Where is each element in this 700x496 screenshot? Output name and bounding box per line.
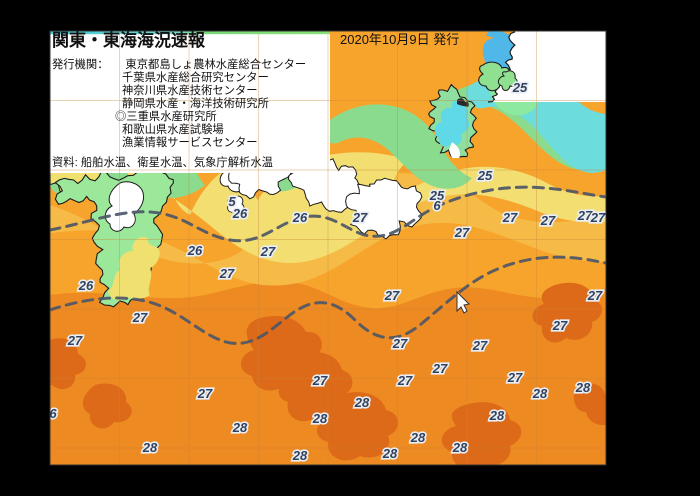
svg-text:27: 27 (587, 288, 603, 303)
svg-text:27: 27 (472, 338, 488, 353)
svg-text:28: 28 (489, 408, 505, 423)
svg-text:千葉県水産総合研究センター: 千葉県水産総合研究センター (122, 70, 269, 84)
svg-text:和歌山県水産試験場: 和歌山県水産試験場 (122, 122, 224, 136)
svg-text:26: 26 (187, 243, 203, 258)
svg-text:6: 6 (49, 406, 57, 421)
svg-text:27: 27 (132, 310, 148, 325)
svg-text:28: 28 (142, 440, 158, 455)
svg-text:静岡県水産・海洋技術研究所: 静岡県水産・海洋技術研究所 (122, 96, 269, 110)
svg-text:27: 27 (590, 210, 606, 225)
svg-text:25: 25 (512, 80, 528, 95)
svg-text:27: 27 (384, 288, 400, 303)
svg-text:資料: 船舶水温、衛星水温、気象庁解析水温: 資料: 船舶水温、衛星水温、気象庁解析水温 (52, 155, 273, 169)
svg-text:27: 27 (260, 244, 276, 259)
svg-text:28: 28 (410, 430, 426, 445)
svg-text:28: 28 (354, 395, 370, 410)
svg-text:27: 27 (397, 373, 413, 388)
svg-text:27: 27 (552, 318, 568, 333)
svg-text:27: 27 (352, 210, 368, 225)
svg-text:発行機関： 東京都島しょ農林水産総合センター: 発行機関： 東京都島しょ農林水産総合センター (52, 57, 306, 71)
svg-text:26: 26 (292, 210, 308, 225)
svg-text:28: 28 (232, 420, 248, 435)
svg-text:27: 27 (454, 225, 470, 240)
svg-text:27: 27 (432, 361, 448, 376)
svg-text:27: 27 (507, 370, 523, 385)
svg-text:27: 27 (540, 213, 556, 228)
svg-text:27: 27 (219, 266, 235, 281)
svg-text:27: 27 (502, 210, 518, 225)
svg-text:27: 27 (67, 333, 83, 348)
svg-text:6: 6 (433, 198, 441, 213)
svg-text:◎三重県水産研究所: ◎三重県水産研究所 (115, 109, 217, 123)
svg-text:28: 28 (532, 386, 548, 401)
svg-text:漁業情報サービスセンター: 漁業情報サービスセンター (122, 135, 258, 149)
svg-text:26: 26 (78, 278, 94, 293)
svg-text:28: 28 (382, 446, 398, 461)
svg-text:関東・東海海況速報: 関東・東海海況速報 (52, 30, 206, 50)
svg-text:28: 28 (312, 411, 328, 426)
svg-text:28: 28 (575, 380, 591, 395)
svg-text:25: 25 (477, 168, 493, 183)
svg-text:27: 27 (197, 386, 213, 401)
svg-text:神奈川県水産技術センター: 神奈川県水産技術センター (122, 83, 258, 97)
svg-text:28: 28 (292, 448, 308, 463)
svg-text:27: 27 (392, 336, 408, 351)
svg-text:5: 5 (228, 194, 236, 209)
svg-text:2020年10月9日 発行: 2020年10月9日 発行 (340, 32, 459, 47)
svg-text:28: 28 (452, 440, 468, 455)
svg-text:27: 27 (312, 373, 328, 388)
